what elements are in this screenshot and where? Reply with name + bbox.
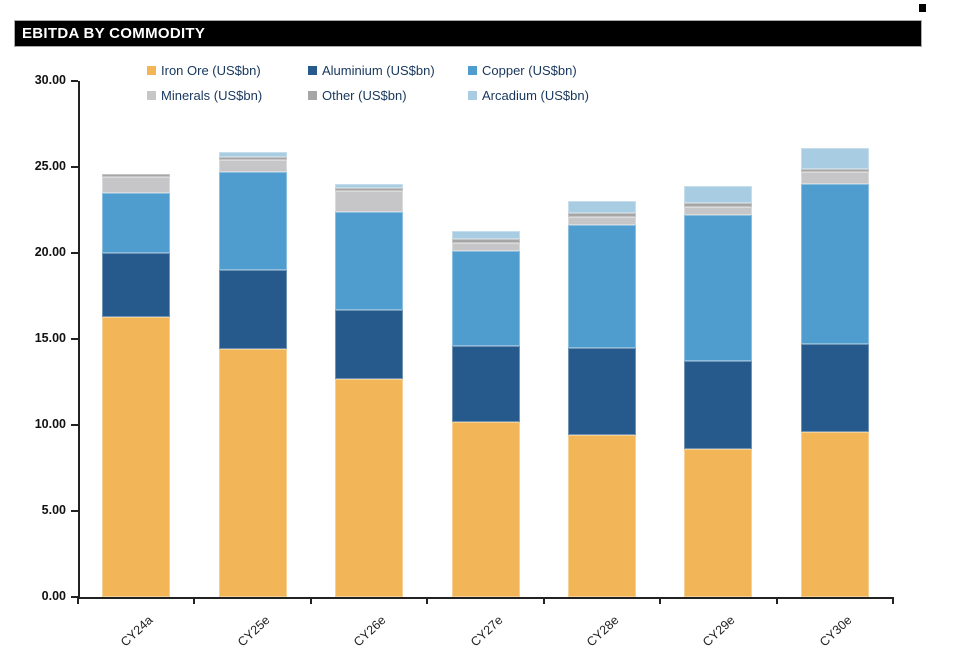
y-axis-tick — [71, 338, 78, 340]
bar-segment-other-cy26e — [335, 187, 404, 192]
bar-segment-aluminium-cy30e — [800, 344, 869, 432]
x-axis-tick — [775, 597, 778, 604]
legend-swatch-icon — [468, 91, 477, 100]
bar-segment-arcadium-cy25e — [218, 151, 287, 157]
bar-segment-iron-cy28e — [567, 435, 636, 597]
x-axis-tick — [542, 597, 545, 604]
chart-title: EBITDA BY COMMODITY — [22, 25, 206, 42]
bar-segment-aluminium-cy28e — [567, 347, 636, 436]
legend-item-iron: Iron Ore (US$bn) — [147, 62, 308, 79]
bar-segment-minerals-cy30e — [800, 172, 869, 185]
bar-segment-copper-cy24a — [102, 192, 171, 253]
bar-segment-aluminium-cy29e — [684, 361, 753, 450]
bar-segment-copper-cy25e — [218, 172, 287, 271]
bar-segment-aluminium-cy27e — [451, 345, 520, 422]
bar-segment-iron-cy27e — [451, 421, 520, 597]
bar-segment-iron-cy30e — [800, 431, 869, 597]
legend-label: Minerals (US$bn) — [161, 88, 263, 103]
y-axis-tick — [71, 424, 78, 426]
bar-segment-arcadium-cy27e — [451, 230, 520, 240]
x-axis-category-label: CY27e — [467, 613, 506, 650]
bar-segment-iron-cy25e — [218, 349, 287, 597]
legend-item-aluminium: Aluminium (US$bn) — [308, 62, 468, 79]
y-axis-tick-label: 0.00 — [41, 589, 66, 603]
y-axis-tick-label: 25.00 — [34, 159, 66, 173]
bar-segment-aluminium-cy24a — [102, 253, 171, 317]
bar-segment-copper-cy29e — [684, 215, 753, 362]
legend-label: Aluminium (US$bn) — [322, 63, 435, 78]
bar-segment-aluminium-cy26e — [335, 309, 404, 379]
legend-item-arcadium: Arcadium (US$bn) — [468, 87, 678, 104]
bar-segment-minerals-cy29e — [684, 206, 753, 216]
bar-segment-iron-cy26e — [335, 378, 404, 597]
y-axis-tick-label: 10.00 — [34, 417, 66, 431]
legend-item-minerals: Minerals (US$bn) — [147, 87, 308, 104]
x-axis-category-label: CY29e — [700, 613, 738, 650]
legend-label: Iron Ore (US$bn) — [161, 63, 261, 78]
bar-segment-copper-cy27e — [451, 251, 520, 346]
y-axis-tick — [71, 510, 78, 512]
bar-segment-other-cy25e — [218, 156, 287, 161]
y-axis-tick-label: 20.00 — [34, 245, 66, 259]
bar-segment-arcadium-cy30e — [800, 148, 869, 169]
legend-swatch-icon — [308, 91, 317, 100]
bar-segment-other-cy30e — [800, 168, 869, 173]
y-axis-tick — [71, 596, 78, 598]
y-axis-tick-label: 30.00 — [34, 73, 66, 87]
bar-segment-minerals-cy25e — [218, 160, 287, 173]
x-axis-category-label: CY26e — [351, 613, 389, 650]
y-axis-tick-label: 5.00 — [41, 503, 66, 517]
legend-label: Arcadium (US$bn) — [482, 88, 589, 103]
bar-segment-copper-cy30e — [800, 184, 869, 345]
bar-segment-minerals-cy28e — [567, 216, 636, 226]
x-axis-tick — [193, 597, 196, 604]
bar-segment-minerals-cy27e — [451, 242, 520, 252]
x-axis-tick — [426, 597, 429, 604]
bar-segment-iron-cy29e — [684, 449, 753, 597]
y-axis-tick — [71, 252, 78, 254]
legend-swatch-icon — [147, 66, 156, 75]
x-axis-tick — [77, 597, 79, 604]
x-axis-category-label: CY30e — [816, 613, 855, 650]
x-axis-category-label: CY28e — [583, 613, 622, 650]
bar-segment-copper-cy28e — [567, 225, 636, 348]
x-axis-tick — [892, 597, 894, 604]
y-axis-tick-label: 15.00 — [34, 331, 66, 345]
y-axis-line — [78, 81, 80, 597]
bar-segment-minerals-cy26e — [335, 191, 404, 212]
corner-artifact-mark — [919, 4, 926, 12]
bar-segment-arcadium-cy29e — [684, 185, 753, 204]
chart-legend: Iron Ore (US$bn) Aluminium (US$bn) Copper … — [147, 62, 678, 104]
y-axis-tick — [71, 80, 78, 82]
x-axis-category-label: CY25e — [234, 613, 273, 650]
x-axis-tick — [309, 597, 312, 604]
bar-segment-minerals-cy24a — [102, 177, 171, 193]
bar-segment-other-cy27e — [451, 239, 520, 243]
x-axis-category-label: CY24a — [118, 613, 156, 650]
y-axis-tick — [71, 166, 78, 168]
legend-label: Copper (US$bn) — [482, 63, 577, 78]
legend-item-copper: Copper (US$bn) — [468, 62, 678, 79]
bar-segment-other-cy29e — [684, 203, 753, 207]
legend-item-other: Other (US$bn) — [308, 87, 468, 104]
legend-swatch-icon — [468, 66, 477, 75]
bar-segment-other-cy24a — [102, 173, 171, 178]
legend-swatch-icon — [308, 66, 317, 75]
x-axis-tick — [659, 597, 662, 604]
chart-title-bar: EBITDA BY COMMODITY — [14, 20, 922, 47]
legend-label: Other (US$bn) — [322, 88, 407, 103]
x-axis-line — [78, 597, 893, 599]
legend-swatch-icon — [147, 91, 156, 100]
bar-segment-aluminium-cy25e — [218, 270, 287, 350]
bar-segment-copper-cy26e — [335, 211, 404, 310]
bar-segment-arcadium-cy28e — [567, 201, 636, 214]
bar-segment-arcadium-cy26e — [335, 184, 404, 188]
bar-segment-other-cy28e — [567, 213, 636, 217]
bar-segment-iron-cy24a — [102, 316, 171, 597]
